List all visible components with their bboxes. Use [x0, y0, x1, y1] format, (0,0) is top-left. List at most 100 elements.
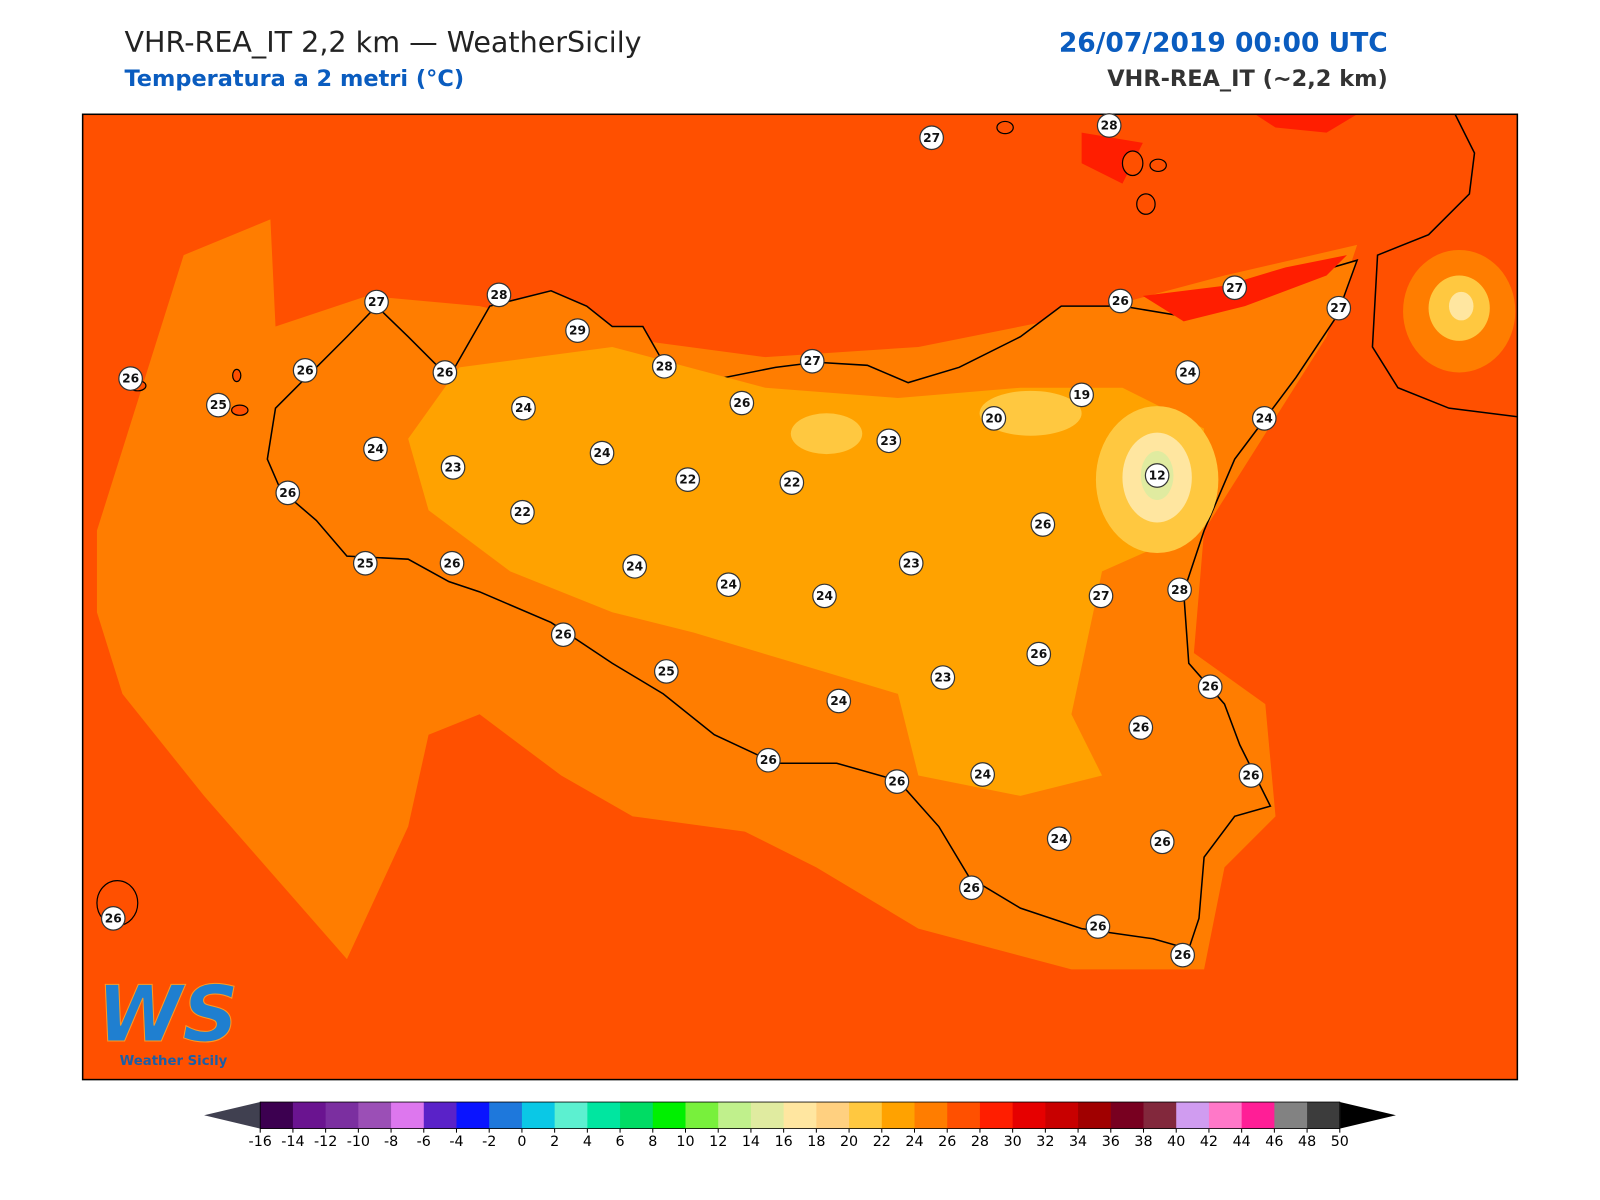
station-marker — [550, 622, 576, 648]
colorbar-tick-label: 18 — [807, 1134, 825, 1150]
station-value: 28 — [1101, 119, 1118, 133]
colorbar-tick-label: 12 — [709, 1134, 727, 1150]
station-marker — [439, 550, 465, 576]
colorbar-tick-label: 26 — [938, 1134, 956, 1150]
station-marker — [1069, 382, 1094, 408]
cool-patch — [979, 390, 1082, 436]
station-marker — [1088, 583, 1114, 609]
subtitle: Temperatura a 2 metri (°C) — [124, 66, 464, 92]
station-marker — [1175, 360, 1201, 385]
colorbar-cell — [325, 1102, 359, 1129]
station-marker — [1026, 641, 1052, 667]
map: 27 28 27 28 29 26 25 26 26 28 27 26 27 27 24 26 24 19 20 24… — [81, 113, 1519, 1081]
station-marker — [1096, 113, 1122, 138]
station-value: 24 — [515, 401, 532, 415]
station-marker — [799, 348, 825, 374]
colorbar-tick-label: 30 — [1004, 1134, 1022, 1150]
station-value: 26 — [1112, 294, 1129, 308]
colorbar-cell — [1208, 1102, 1243, 1129]
map-frame — [81, 113, 1519, 1081]
station-value: 26 — [963, 881, 980, 895]
colorbar-tick-label: -4 — [449, 1134, 463, 1150]
station-value: 23 — [934, 671, 951, 685]
station-marker — [363, 436, 388, 462]
colorbar-cell — [652, 1102, 687, 1129]
station-marker — [959, 875, 984, 901]
station-value: 26 — [1132, 721, 1149, 735]
colorbar-cell — [554, 1102, 588, 1129]
station-marker — [884, 769, 910, 794]
colorbar-tick-label: 48 — [1298, 1134, 1316, 1150]
colorbar-cell — [1143, 1102, 1177, 1129]
colorbar-cell — [685, 1102, 719, 1129]
station-marker — [1149, 829, 1175, 855]
station-value: 28 — [490, 288, 507, 302]
station-value: 24 — [1051, 832, 1068, 846]
colorbar-cell — [358, 1102, 392, 1129]
colorbar-cell — [750, 1102, 785, 1129]
colorbar-tick-label: -12 — [314, 1134, 337, 1150]
station-value: 27 — [368, 295, 385, 309]
station-value: 27 — [804, 354, 821, 368]
station-marker — [1030, 512, 1056, 537]
station-value: 24 — [626, 559, 643, 573]
colorbar-cell — [620, 1102, 654, 1129]
station-value: 25 — [357, 556, 374, 570]
station-value: 26 — [105, 911, 122, 925]
colorbar-cell — [260, 1102, 294, 1129]
station-marker — [756, 747, 781, 773]
colorbar-cell — [1012, 1102, 1046, 1129]
station-value: 26 — [297, 363, 314, 377]
colorbar-tick-label: 38 — [1134, 1134, 1152, 1150]
station-marker — [729, 390, 755, 416]
hot-strip — [1255, 114, 1358, 133]
colorbar-cell — [423, 1102, 458, 1129]
station-marker — [779, 470, 805, 495]
colorbar-cell — [1176, 1102, 1210, 1129]
colorbar-tick-label: 44 — [1233, 1134, 1251, 1150]
station-value: 22 — [514, 505, 531, 519]
colorbar-cell — [947, 1102, 981, 1129]
station-marker — [1144, 463, 1170, 488]
station-marker — [1108, 288, 1133, 314]
station-marker — [206, 392, 231, 418]
datetime: 26/07/2019 00:00 UTC — [1059, 27, 1388, 58]
station-marker — [1197, 674, 1223, 700]
station-marker — [919, 125, 944, 151]
colorbar-cell — [1078, 1102, 1112, 1129]
station-value: 27 — [1226, 281, 1243, 295]
colorbar-tick-label: 42 — [1200, 1134, 1218, 1150]
colorbar-cell — [979, 1102, 1014, 1129]
colorbar-cell — [456, 1102, 490, 1129]
station-marker — [292, 358, 318, 383]
colorbar-cell — [1307, 1102, 1341, 1129]
colorbar-cell — [391, 1102, 425, 1129]
station-marker — [675, 467, 701, 492]
station-value: 26 — [1030, 647, 1047, 661]
station-value: 26 — [122, 372, 139, 386]
station-value: 24 — [974, 767, 991, 781]
colorbar-under — [204, 1102, 261, 1129]
colorbar-cell — [914, 1102, 948, 1129]
station-value: 26 — [1174, 948, 1191, 962]
station-value: 24 — [1256, 411, 1273, 425]
station-marker — [812, 583, 837, 609]
station-value: 24 — [720, 578, 737, 592]
station-marker — [511, 395, 536, 421]
colorbar-cell — [521, 1102, 556, 1129]
station-value: 26 — [733, 396, 750, 410]
station-marker — [1170, 942, 1195, 968]
colorbar-tick-label: 20 — [840, 1134, 858, 1150]
station-marker — [898, 550, 924, 576]
colorbar-cell — [718, 1102, 752, 1129]
station-value: 26 — [279, 486, 296, 500]
station-marker — [1251, 406, 1277, 431]
station-value: 28 — [1171, 583, 1188, 597]
station-marker — [653, 659, 679, 684]
cool-patch — [790, 413, 863, 455]
colorbar-tick-label: 46 — [1265, 1134, 1283, 1150]
model: VHR-REA_IT (~2,2 km) — [1107, 66, 1388, 92]
station-marker — [1222, 275, 1248, 301]
colorbar-tick-label: 0 — [517, 1134, 526, 1150]
station-marker — [716, 572, 741, 598]
